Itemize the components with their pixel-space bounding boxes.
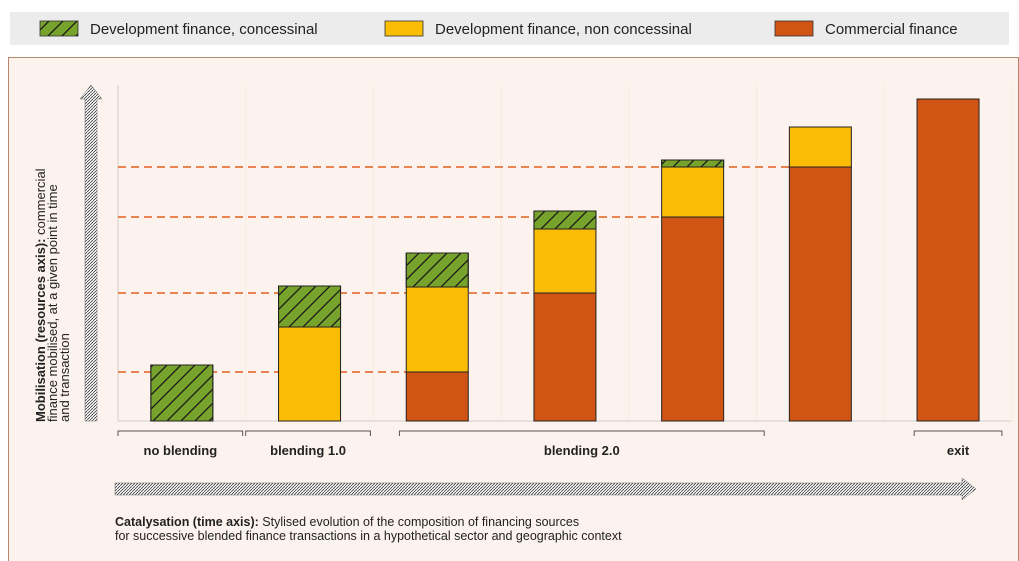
bracket [117,430,244,436]
bracket [913,430,1003,436]
bracket [398,430,765,436]
legend-label: Development finance, non concessinal [435,21,692,38]
category-label: blending 2.0 [544,443,620,458]
y-axis-label-bold: Mobilisation (resources axis): [33,239,48,423]
y-arrow [79,84,103,422]
bar-hatch [533,210,597,230]
bar-segment [661,216,725,422]
bar-hatch [661,159,725,168]
category-label: blending 1.0 [270,443,346,458]
y-axis-label-line: finance mobilised, at a given point in t… [45,184,60,422]
category-label: exit [947,443,970,458]
bar-hatch [405,252,469,288]
category-label: no blending [144,443,218,458]
legend-label: Development finance, concessinal [90,21,318,38]
bar-segment [278,326,342,422]
bar-segment [405,286,469,373]
x-arrow [114,477,977,501]
legend-hatch [40,21,78,36]
bar-hatch [150,364,214,422]
y-axis-label-line: and transaction [57,333,72,422]
bar-segment [533,292,597,422]
y-axis-label-line: commercial [33,168,48,238]
legend-band [10,12,1009,45]
x-axis-label: Catalysation (time axis): Stylised evolu… [115,515,622,543]
legend-swatch [384,20,424,37]
x-axis-label-line: Stylised evolution of the composition of… [259,515,579,529]
bar-segment [661,166,725,218]
bar-segment [788,126,852,168]
bracket [245,430,371,436]
bar-segment [788,166,852,422]
bar-segment [916,98,980,422]
y-axis-label: Mobilisation (resources axis): commercia… [33,168,72,422]
x-axis-label-bold: Catalysation (time axis): [115,515,259,529]
bar-segment [405,371,469,422]
bar-hatch [278,285,342,328]
legend-label: Commercial finance [825,21,958,38]
legend-swatch [774,20,814,37]
x-axis-label-line: for successive blended finance transacti… [115,529,622,543]
bar-segment [533,228,597,294]
